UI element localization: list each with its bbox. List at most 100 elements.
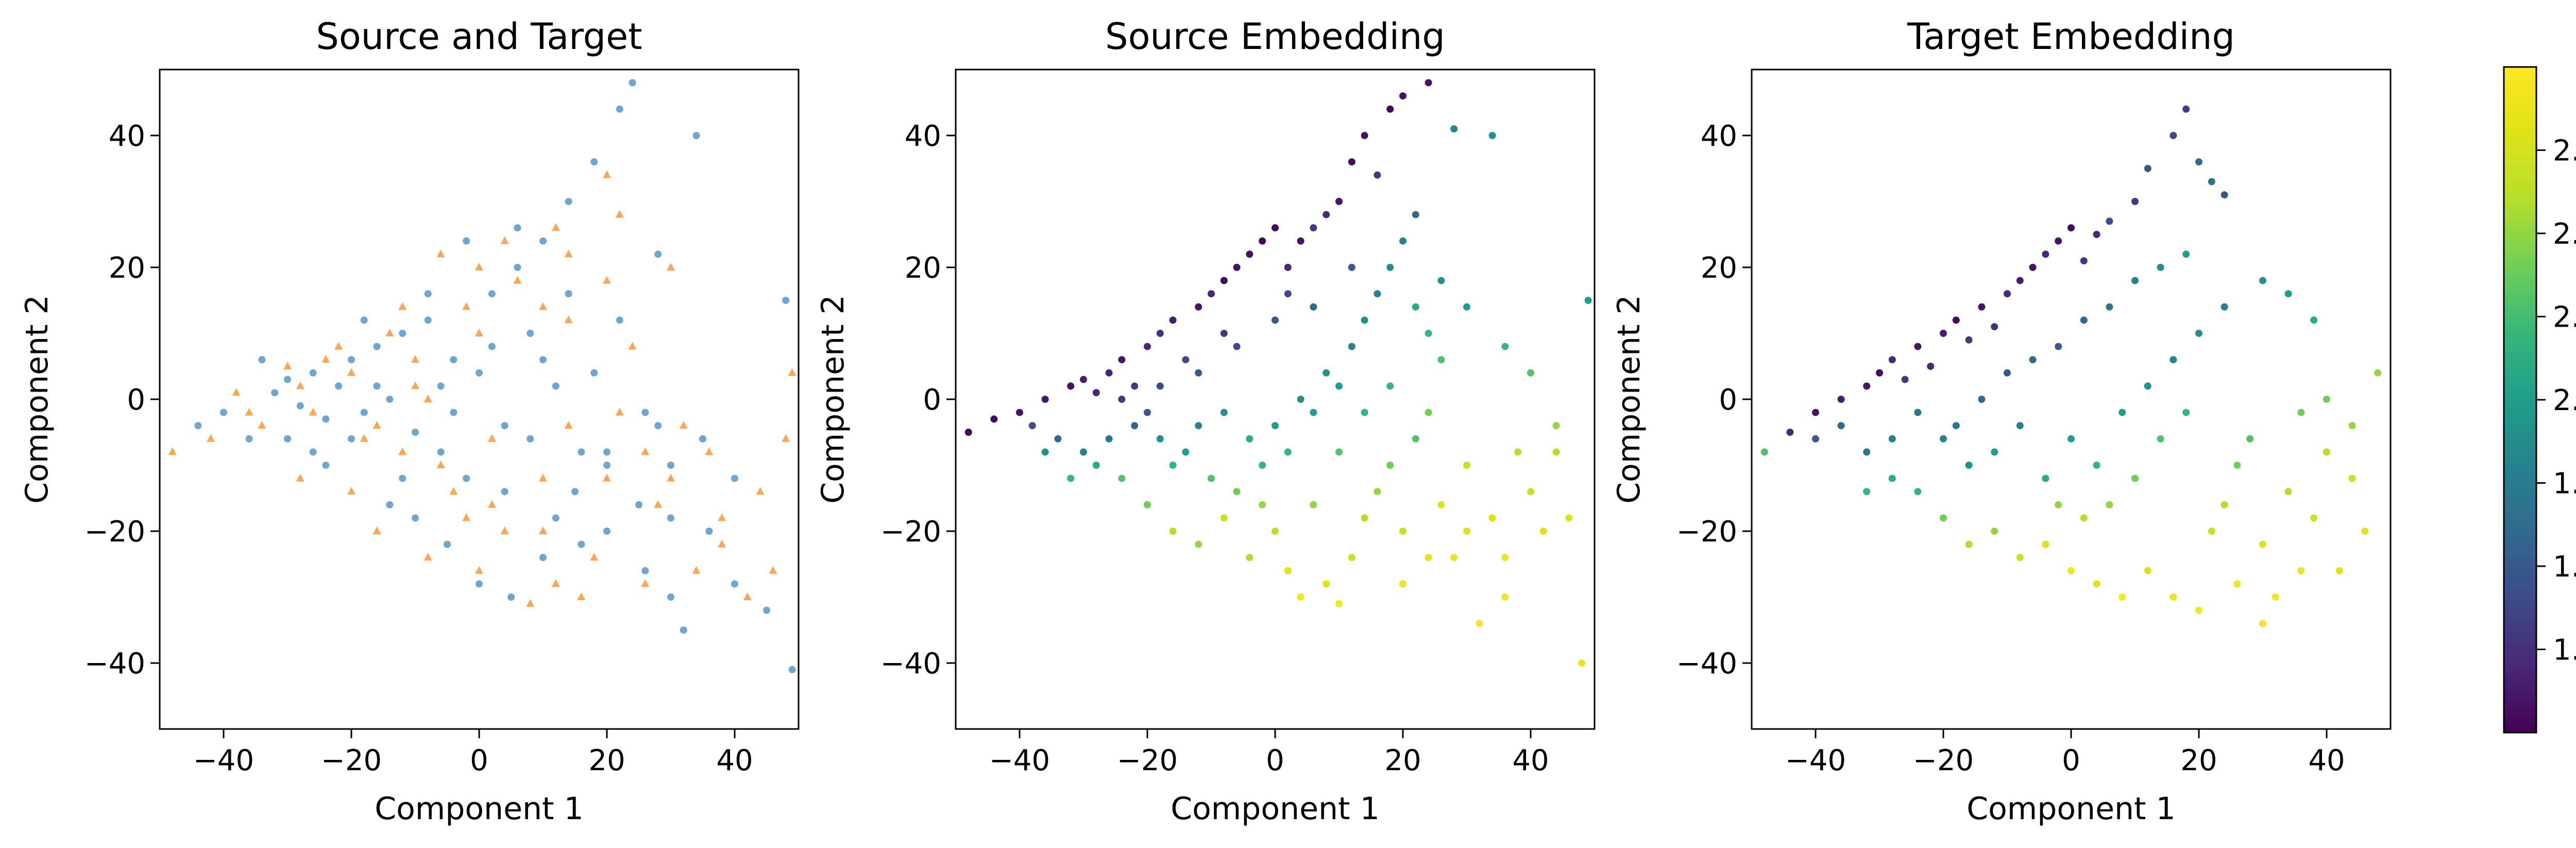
scatter-point-series-1	[616, 316, 623, 324]
scatter-point-series-2	[398, 302, 407, 310]
y-tick-label: −20	[1676, 515, 1737, 549]
scatter-point	[1182, 356, 1190, 364]
scatter-point	[1863, 382, 1871, 390]
scatter-point-series-2	[718, 539, 726, 548]
scatter-point	[1463, 303, 1470, 311]
scatter-point	[1437, 356, 1445, 364]
x-tick-label: 40	[2308, 744, 2345, 777]
y-tick-label: 20	[905, 251, 941, 285]
scatter-point	[1463, 462, 1470, 469]
scatter-point	[1067, 474, 1075, 482]
scatter-point-series-1	[603, 528, 611, 535]
x-tick-label: 40	[716, 744, 753, 777]
scatter-point	[1080, 448, 1087, 456]
scatter-point	[1272, 422, 1279, 430]
scatter-point	[1067, 382, 1075, 390]
panel-source-and-target: Source and Target −40 −20 0 20 40 −40 −20 0 20 40…	[19, 15, 800, 827]
scatter-point-series-1	[476, 580, 483, 588]
scatter-point	[1425, 409, 1432, 416]
scatter-point-series-2	[423, 553, 432, 561]
scatter-point	[1246, 250, 1253, 258]
scatter-point	[1246, 435, 1253, 443]
scatter-point	[1361, 316, 1368, 324]
colorbar-tick-label: 2.75	[2553, 134, 2576, 168]
scatter-point-series-2	[372, 421, 381, 429]
scatter-point	[1310, 303, 1317, 311]
scatter-point	[1348, 554, 1355, 562]
scatter-point	[2055, 501, 2062, 508]
scatter-point-series-2	[705, 447, 714, 455]
scatter-point	[1195, 303, 1202, 311]
scatter-point-series-1	[590, 369, 598, 377]
scatter-point	[1501, 554, 1509, 562]
scatter-point-series-1	[692, 132, 700, 139]
panel-2-title: Source Embedding	[1105, 15, 1445, 58]
scatter-point-series-1	[514, 224, 521, 232]
scatter-point	[1220, 514, 1228, 522]
scatter-point-series-2	[788, 368, 796, 376]
scatter-point	[1578, 659, 1586, 667]
scatter-point	[1348, 264, 1355, 271]
panel-3-xlabel: Component 1	[1967, 791, 2176, 827]
x-tick-label: 0	[470, 744, 488, 777]
scatter-point	[2016, 277, 2024, 284]
scatter-point	[2246, 435, 2254, 443]
scatter-point	[1195, 540, 1202, 548]
panel-1-ticks: −40 −20 0 20 40 −40 −20 0 20 40	[84, 120, 753, 777]
scatter-point	[2170, 356, 2177, 364]
scatter-point	[1978, 396, 1986, 403]
scatter-point-series-2	[487, 434, 496, 442]
scatter-point	[1527, 488, 1534, 496]
scatter-point-series-1	[590, 158, 598, 166]
scatter-point-series-1	[335, 382, 343, 390]
scatter-point	[1940, 330, 1947, 337]
panel-source-embedding: Source Embedding −40 −20 0 20 40−40−2002040 …	[815, 15, 1596, 827]
scatter-point-series-1	[360, 409, 368, 416]
scatter-point-series-1	[258, 356, 266, 364]
scatter-point	[1952, 422, 1960, 430]
scatter-point	[2297, 409, 2305, 416]
panel-2-ylabel: Component 2	[815, 295, 851, 504]
scatter-point-series-1	[245, 435, 253, 443]
scatter-point	[2182, 105, 2190, 113]
scatter-point-series-2	[500, 527, 509, 534]
scatter-point	[2042, 474, 2049, 482]
scatter-point-series-2	[590, 553, 599, 561]
scatter-point-series-2	[628, 342, 637, 350]
scatter-point-series-1	[360, 316, 368, 324]
scatter-point	[2144, 567, 2151, 574]
panel-2-xlabel: Component 1	[1171, 791, 1380, 827]
scatter-point-series-1	[444, 540, 451, 548]
y-tick-label: 40	[1701, 120, 1737, 153]
scatter-point	[1144, 409, 1151, 416]
scatter-point	[1310, 409, 1317, 416]
scatter-point	[1259, 237, 1266, 245]
scatter-point	[1965, 462, 1973, 469]
scatter-point-series-2	[385, 329, 394, 336]
scatter-point-series-2	[564, 315, 573, 324]
scatter-point	[2157, 264, 2164, 271]
scatter-point-series-1	[373, 343, 381, 350]
y-tick-label: 40	[905, 120, 941, 153]
scatter-point-series-2	[654, 500, 663, 508]
scatter-point	[1092, 389, 1100, 397]
scatter-point	[1386, 264, 1394, 271]
scatter-point-series-2	[436, 249, 445, 258]
scatter-point	[1425, 554, 1432, 562]
scatter-point	[2221, 191, 2228, 199]
scatter-point	[2310, 514, 2318, 522]
scatter-point	[2131, 198, 2139, 205]
scatter-point	[1991, 448, 1998, 456]
scatter-point	[1539, 528, 1547, 535]
scatter-point-series-2	[551, 223, 560, 231]
scatter-point	[1323, 369, 1330, 377]
scatter-point	[1437, 501, 1445, 508]
scatter-point-series-2	[487, 500, 496, 508]
scatter-point	[1208, 474, 1215, 482]
scatter-point-series-1	[322, 462, 330, 469]
scatter-point-series-2	[334, 342, 343, 350]
scatter-point	[1080, 376, 1087, 383]
scatter-point	[2131, 474, 2139, 482]
colorbar-tick-label: 1.75	[2553, 467, 2576, 501]
scatter-point	[1901, 376, 1909, 383]
